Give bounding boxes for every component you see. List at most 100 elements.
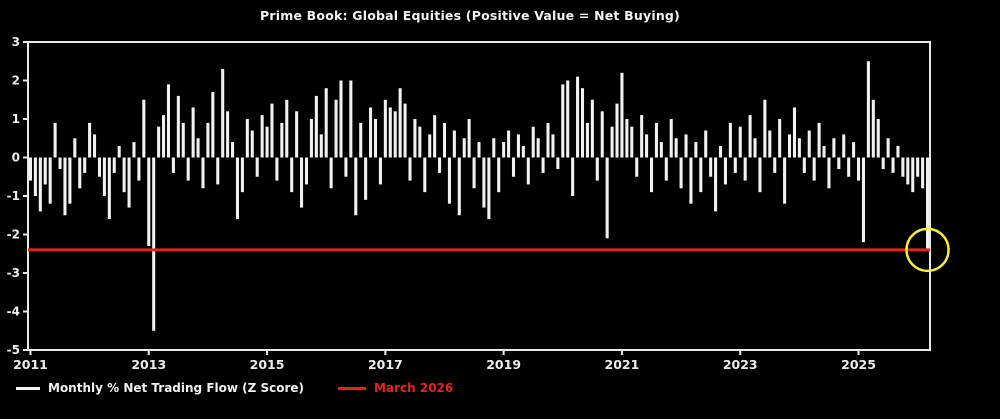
x-tick-label: 2025	[841, 357, 876, 372]
bar	[502, 142, 506, 158]
bar	[211, 92, 215, 158]
bar	[783, 157, 787, 204]
y-tick-label: -1	[7, 189, 20, 203]
bar	[615, 103, 619, 158]
y-tick-label: 3	[12, 35, 20, 49]
bar	[649, 157, 654, 193]
bar	[640, 115, 644, 158]
bar	[102, 157, 106, 196]
bar	[38, 157, 42, 212]
bar	[107, 157, 111, 220]
bar	[674, 138, 678, 158]
bar	[290, 157, 294, 193]
bar	[541, 157, 545, 173]
bar	[926, 157, 930, 250]
bar	[58, 157, 62, 170]
bar	[531, 126, 535, 158]
bar	[694, 142, 698, 158]
y-tick-label: -2	[7, 228, 20, 242]
bar	[304, 157, 309, 185]
bar	[472, 157, 476, 189]
bar	[511, 157, 516, 177]
bar	[33, 157, 37, 196]
bar	[704, 130, 708, 158]
bar	[866, 61, 870, 158]
bar	[270, 103, 274, 158]
bar	[876, 119, 880, 158]
bar	[590, 99, 594, 158]
x-tick-label: 2013	[131, 357, 166, 372]
bar	[398, 88, 402, 158]
bar	[383, 99, 387, 158]
bar	[53, 122, 57, 158]
bar	[832, 138, 836, 158]
x-tick-label: 2019	[486, 357, 521, 372]
bar	[891, 157, 895, 173]
bar	[117, 145, 121, 158]
bar	[181, 122, 185, 158]
legend-line-swatch-reference	[338, 386, 367, 390]
bar	[423, 157, 427, 193]
bar	[438, 157, 442, 173]
bar	[339, 80, 343, 158]
bar	[78, 157, 82, 189]
bar	[442, 122, 447, 158]
bar	[265, 126, 269, 158]
bar	[428, 134, 432, 158]
bar	[728, 122, 732, 158]
bar	[516, 134, 520, 158]
bar	[748, 115, 752, 158]
bar	[186, 157, 190, 181]
bar	[48, 157, 52, 204]
bar	[216, 157, 220, 185]
bar	[260, 115, 264, 158]
bar	[556, 157, 560, 170]
x-tick-label: 2023	[723, 357, 758, 372]
bar	[300, 157, 304, 208]
bar	[576, 76, 580, 158]
bar	[433, 115, 437, 158]
bar	[743, 157, 747, 181]
bar	[152, 157, 156, 331]
highlight-circle	[905, 227, 950, 273]
bar	[551, 134, 555, 158]
bar	[847, 157, 851, 177]
bar	[235, 157, 240, 220]
bar	[68, 157, 72, 204]
bar	[600, 111, 604, 158]
bar	[585, 122, 589, 158]
bar	[122, 157, 126, 193]
bar	[654, 122, 658, 158]
bar	[733, 157, 737, 173]
bar	[753, 138, 757, 158]
chart-title: Prime Book: Global Equities (Positive Va…	[260, 8, 680, 23]
bar	[635, 157, 639, 177]
x-tick-label: 2015	[250, 357, 285, 372]
bar	[723, 157, 727, 185]
y-tick-label: -4	[7, 305, 20, 319]
bar	[699, 157, 703, 193]
bar	[689, 157, 693, 204]
bar	[206, 122, 210, 158]
bar	[911, 157, 915, 193]
bar	[378, 157, 382, 185]
bar	[595, 157, 599, 181]
bar	[659, 142, 663, 158]
bar	[359, 122, 363, 158]
bar	[369, 107, 373, 158]
bar	[393, 111, 397, 158]
legend-label-reference: March 2026	[374, 381, 454, 395]
bar	[561, 84, 565, 158]
bar	[63, 157, 67, 216]
bar	[43, 157, 47, 185]
bar	[112, 157, 116, 173]
bar	[861, 157, 865, 243]
bar	[807, 130, 811, 158]
bar	[250, 130, 254, 158]
bar	[546, 122, 550, 158]
bar	[852, 142, 856, 158]
bar	[329, 157, 333, 189]
bar	[127, 157, 131, 208]
